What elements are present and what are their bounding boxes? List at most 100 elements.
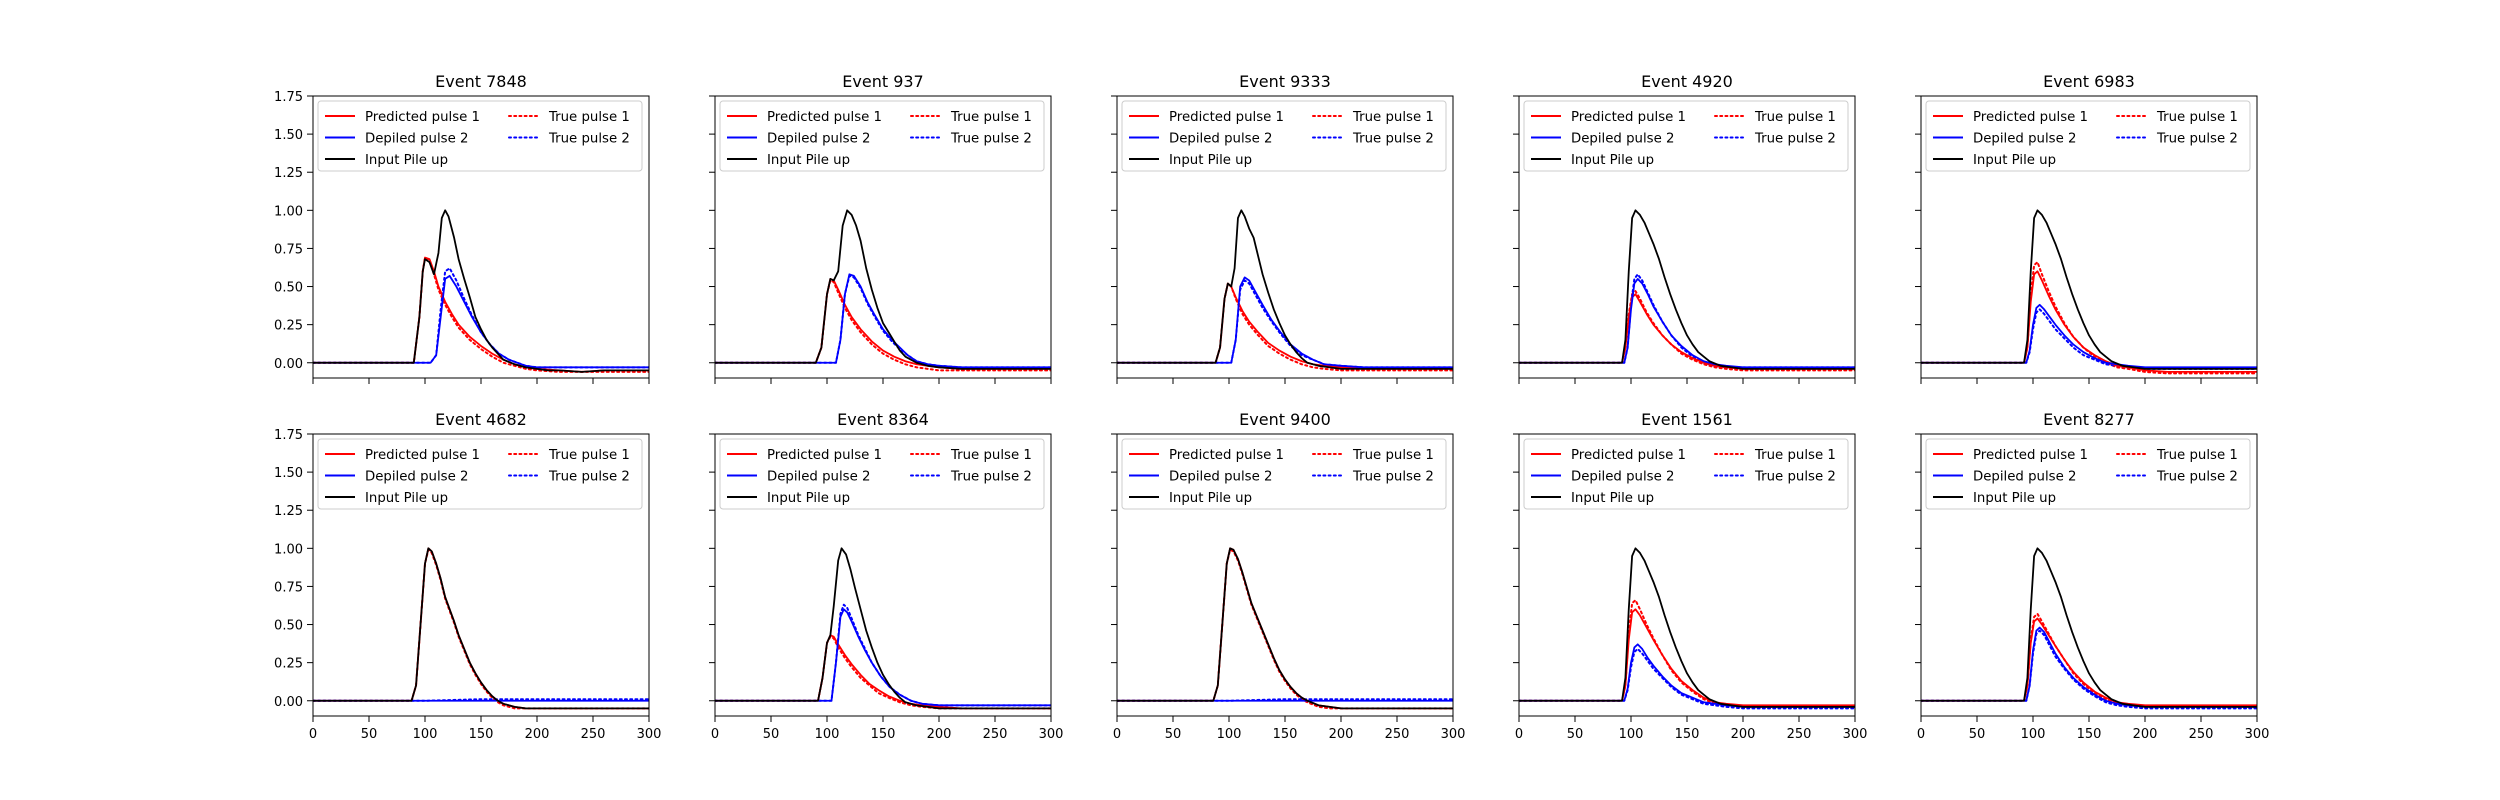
x-tick-label: 300 (1039, 727, 1064, 742)
legend: Predicted pulse 1 Depiled pulse 2 Input Pi… (317, 100, 643, 172)
legend-label-true1: True pulse 1 (548, 110, 630, 125)
subplot-title: Event 4920 (1641, 72, 1733, 91)
legend-label-input: Input Pile up (767, 491, 850, 506)
series-line-true1 (715, 635, 1051, 710)
series-line-input (313, 209, 649, 373)
subplot-title: Event 9333 (1239, 72, 1331, 91)
series-line-true2 (715, 603, 1051, 707)
series-line-depiled (715, 608, 1051, 707)
subplot-2: Event 937 Predicted pulse 1 Depiled pulse … (709, 72, 1052, 384)
x-tick-label: 0 (1515, 727, 1523, 742)
legend-label-true1: True pulse 1 (548, 448, 630, 463)
x-tick-label: 150 (871, 727, 896, 742)
legend-label-input: Input Pile up (1571, 491, 1654, 506)
x-tick-label: 50 (1567, 727, 1584, 742)
legend-label-pred: Predicted pulse 1 (1571, 448, 1686, 463)
legend-label-depiled: Depiled pulse 2 (1169, 470, 1272, 485)
series-line-input (715, 547, 1051, 710)
y-tick-label: 0.25 (274, 657, 303, 672)
series-line-input (1519, 547, 1855, 708)
legend: Predicted pulse 1 Depiled pulse 2 Input Pi… (719, 438, 1045, 510)
x-tick-label: 50 (1165, 727, 1182, 742)
series-group (715, 209, 1051, 372)
x-tick-label: 300 (1441, 727, 1466, 742)
series-line-true2 (1519, 647, 1855, 710)
series-line-input (313, 547, 649, 710)
x-tick-label: 300 (637, 727, 662, 742)
subplot-title: Event 9400 (1239, 410, 1331, 429)
series-group (1921, 547, 2257, 710)
legend-label-true2: True pulse 2 (2156, 132, 2238, 147)
legend-box (317, 438, 643, 510)
series-line-depiled (1921, 626, 2257, 708)
series-line-pred (715, 634, 1051, 710)
x-tick-label: 200 (1731, 727, 1756, 742)
subplot-title: Event 8364 (837, 410, 929, 429)
legend-label-depiled: Depiled pulse 2 (1571, 470, 1674, 485)
legend-box (1121, 100, 1447, 172)
subplot-3: Event 9333 Predicted pulse 1 Depiled pulse… (1111, 72, 1454, 384)
y-tick-label: 0.75 (274, 242, 303, 257)
legend-label-depiled: Depiled pulse 2 (1169, 132, 1272, 147)
x-tick-label: 200 (525, 727, 550, 742)
legend-box (317, 100, 643, 172)
legend-box (719, 438, 1045, 510)
legend-label-input: Input Pile up (1169, 491, 1252, 506)
x-tick-label: 100 (1619, 727, 1644, 742)
legend-label-input: Input Pile up (365, 153, 448, 168)
legend-label-depiled: Depiled pulse 2 (365, 132, 468, 147)
x-tick-label: 300 (1843, 727, 1868, 742)
series-line-true2 (1519, 273, 1855, 369)
series-group (715, 547, 1051, 710)
series-line-input (1921, 209, 2257, 370)
legend-label-pred: Predicted pulse 1 (1973, 110, 2088, 125)
legend-label-true2: True pulse 2 (950, 470, 1032, 485)
x-tick-label: 0 (711, 727, 719, 742)
legend-label-true1: True pulse 1 (1754, 448, 1836, 463)
x-tick-label: 0 (309, 727, 317, 742)
y-tick-label: 0.50 (274, 619, 303, 634)
legend-label-true1: True pulse 1 (1754, 110, 1836, 125)
legend: Predicted pulse 1 Depiled pulse 2 Input Pi… (1925, 100, 2251, 172)
legend-label-depiled: Depiled pulse 2 (767, 470, 870, 485)
legend: Predicted pulse 1 Depiled pulse 2 Input Pi… (317, 438, 643, 510)
legend-label-depiled: Depiled pulse 2 (1973, 470, 2076, 485)
y-tick-label: 1.75 (274, 90, 303, 105)
subplot-5: Event 6983 Predicted pulse 1 Depiled pulse… (1915, 72, 2258, 384)
legend-label-pred: Predicted pulse 1 (1169, 448, 1284, 463)
legend-label-input: Input Pile up (1571, 153, 1654, 168)
series-line-true1 (1519, 290, 1855, 372)
y-tick-label: 1.00 (274, 204, 303, 219)
legend: Predicted pulse 1 Depiled pulse 2 Input Pi… (1121, 438, 1447, 510)
legend-label-input: Input Pile up (1973, 491, 2056, 506)
x-tick-label: 100 (2021, 727, 2046, 742)
legend-box (1925, 100, 2251, 172)
subplot-title: Event 1561 (1641, 410, 1733, 429)
series-line-pred (1117, 282, 1453, 370)
series-line-true2 (1921, 629, 2257, 710)
series-line-input (715, 209, 1051, 370)
series-group (313, 209, 649, 373)
x-tick-label: 150 (469, 727, 494, 742)
y-tick-label: 1.00 (274, 542, 303, 557)
series-line-true2 (313, 267, 649, 369)
series-line-pred (1519, 608, 1855, 707)
x-tick-label: 50 (1969, 727, 1986, 742)
series-line-pred (1921, 270, 2257, 373)
y-tick-label: 0.50 (274, 281, 303, 296)
legend-label-pred: Predicted pulse 1 (767, 448, 882, 463)
x-tick-label: 100 (815, 727, 840, 742)
legend-label-true1: True pulse 1 (950, 110, 1032, 125)
legend-label-true2: True pulse 2 (1754, 470, 1836, 485)
legend-label-depiled: Depiled pulse 2 (365, 470, 468, 485)
x-tick-label: 250 (1787, 727, 1812, 742)
legend-label-input: Input Pile up (767, 153, 850, 168)
subplot-title: Event 6983 (2043, 72, 2135, 91)
subplot-title: Event 7848 (435, 72, 527, 91)
subplot-9: Event 1561 0 50 100 150 200 250 300 Predicted pu… (1513, 410, 1867, 742)
legend-label-true2: True pulse 2 (548, 470, 630, 485)
y-tick-label: 0.00 (274, 357, 303, 372)
x-tick-label: 0 (1917, 727, 1925, 742)
y-tick-label: 1.75 (274, 428, 303, 443)
